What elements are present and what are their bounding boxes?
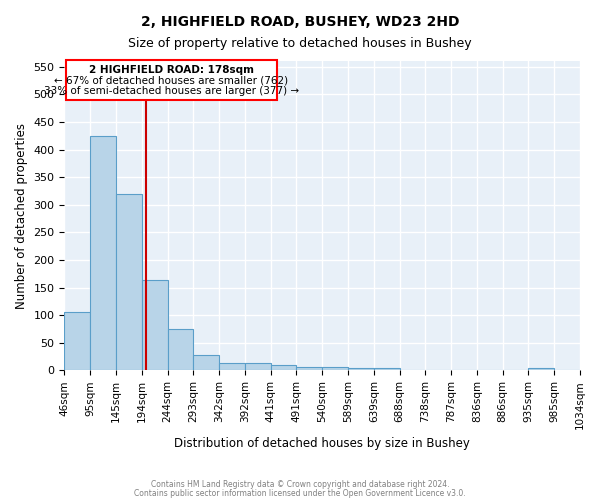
Bar bbox=[296, 367, 322, 370]
Text: Contains public sector information licensed under the Open Government Licence v3: Contains public sector information licen… bbox=[134, 488, 466, 498]
Text: 2, HIGHFIELD ROAD, BUSHEY, WD23 2HD: 2, HIGHFIELD ROAD, BUSHEY, WD23 2HD bbox=[141, 15, 459, 29]
Text: 2 HIGHFIELD ROAD: 178sqm: 2 HIGHFIELD ROAD: 178sqm bbox=[89, 64, 254, 74]
Text: 33% of semi-detached houses are larger (377) →: 33% of semi-detached houses are larger (… bbox=[44, 86, 299, 96]
Bar bbox=[219, 363, 245, 370]
Bar bbox=[90, 136, 116, 370]
FancyBboxPatch shape bbox=[65, 60, 277, 100]
Y-axis label: Number of detached properties: Number of detached properties bbox=[15, 123, 28, 309]
Bar bbox=[322, 367, 348, 370]
Bar bbox=[193, 356, 219, 370]
Bar bbox=[116, 194, 142, 370]
Text: Size of property relative to detached houses in Bushey: Size of property relative to detached ho… bbox=[128, 38, 472, 51]
Text: Contains HM Land Registry data © Crown copyright and database right 2024.: Contains HM Land Registry data © Crown c… bbox=[151, 480, 449, 489]
X-axis label: Distribution of detached houses by size in Bushey: Distribution of detached houses by size … bbox=[174, 437, 470, 450]
Text: ← 67% of detached houses are smaller (762): ← 67% of detached houses are smaller (76… bbox=[55, 76, 289, 86]
Bar bbox=[271, 366, 296, 370]
Bar bbox=[167, 329, 193, 370]
Bar bbox=[142, 280, 167, 370]
Bar bbox=[64, 312, 90, 370]
Bar bbox=[245, 363, 271, 370]
Bar bbox=[374, 368, 400, 370]
Bar bbox=[529, 368, 554, 370]
Bar bbox=[348, 368, 374, 370]
